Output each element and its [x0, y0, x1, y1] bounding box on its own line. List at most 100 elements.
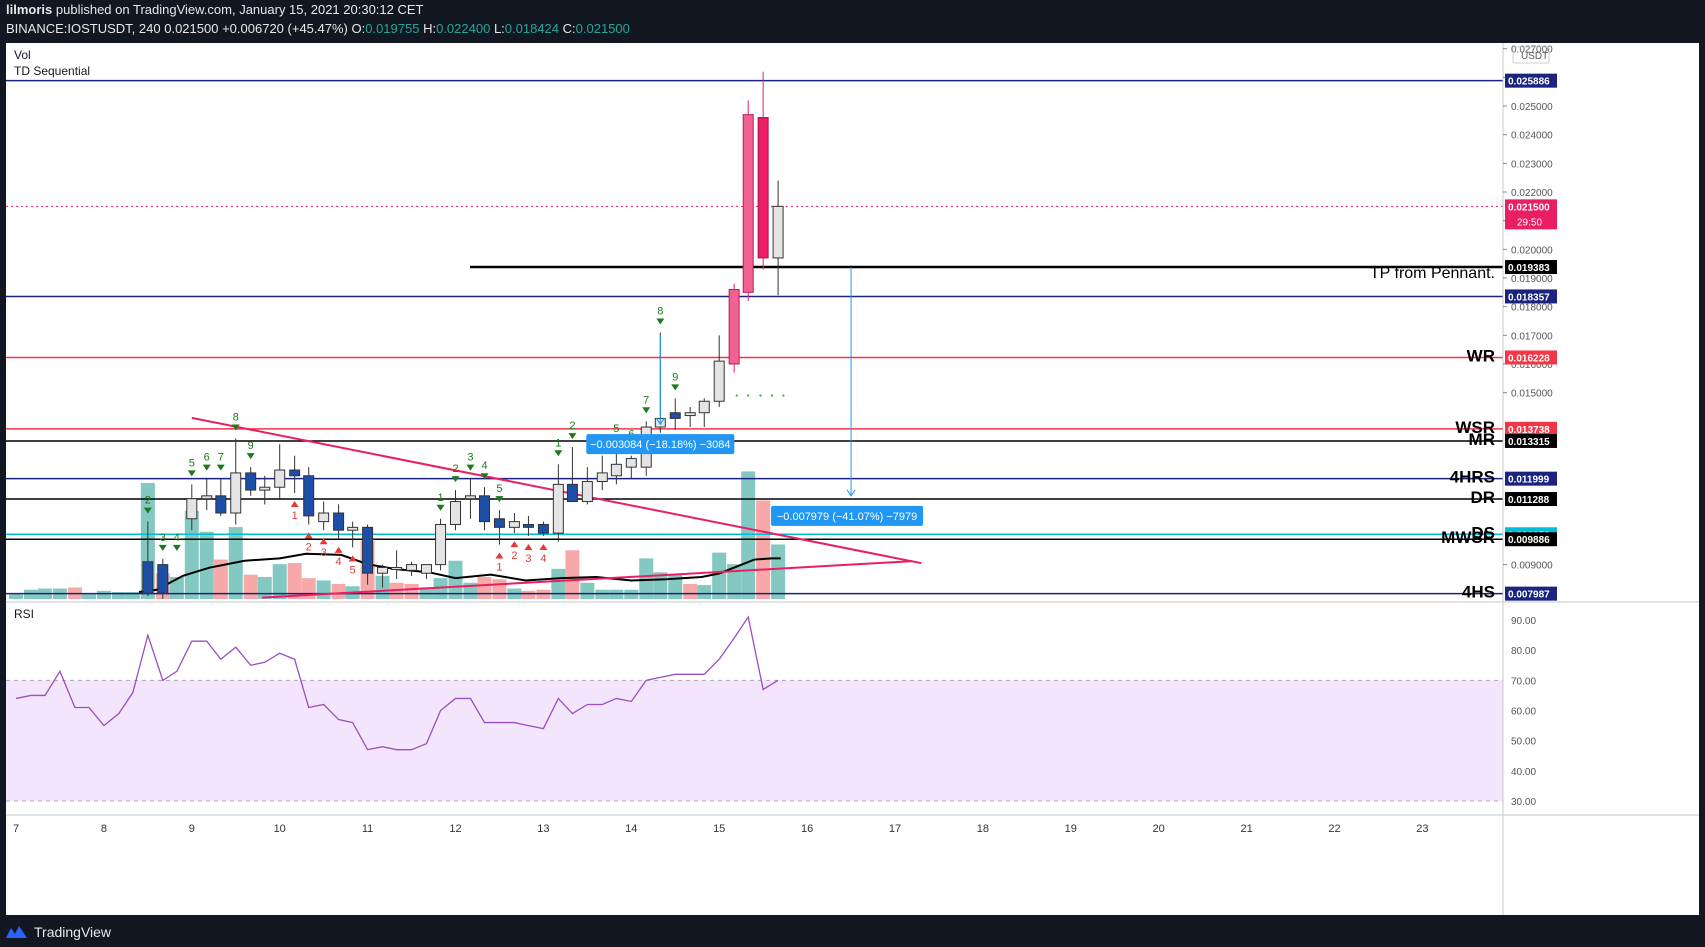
candle-body [215, 495, 227, 514]
price-tag-text: 0.016228 [1508, 353, 1550, 364]
change-value: +0.006720 (+45.47%) [222, 21, 348, 36]
level-label: DS [1471, 523, 1495, 542]
td-count: 1 [555, 437, 561, 449]
td-count: 3 [467, 452, 473, 464]
tradingview-logo-icon [6, 926, 27, 938]
price-tick: 0.015000 [1511, 389, 1553, 400]
td-count: 8 [657, 305, 663, 317]
volume-bar [697, 585, 712, 599]
td-count: 2 [452, 463, 458, 475]
td-sequential-label: TD Sequential [14, 64, 90, 78]
td-arrow-up [304, 532, 313, 539]
volume-bar [551, 568, 566, 599]
td-count: 1 [437, 492, 443, 504]
level-label: MR [1469, 430, 1495, 449]
volume-bar [199, 531, 214, 599]
candle-body [230, 472, 242, 514]
td-arrow-down [187, 470, 196, 477]
candle-body [610, 463, 622, 477]
rsi-tick: 30.00 [1511, 797, 1536, 808]
price-tag-text: 0.011999 [1508, 475, 1550, 486]
measure-arrowhead [846, 489, 856, 497]
time-tick: 7 [13, 823, 19, 835]
low-value: 0.018424 [504, 21, 560, 36]
chart-panel[interactable]: TP from Pennant. WR WSR MR 4HRS DR DS MWSR 4HS 2… [6, 43, 1699, 915]
candle-body [522, 523, 534, 528]
last-price-text: 0.021500 [1508, 202, 1550, 213]
td-arrow-down [158, 544, 167, 551]
volume-bar [331, 583, 346, 599]
td-count: 3 [160, 532, 166, 544]
td-arrow-down [231, 424, 240, 431]
time-tick: 19 [1065, 823, 1077, 835]
footer: TradingView [6, 919, 111, 945]
td-arrow-down [466, 464, 475, 471]
candle-body [377, 566, 389, 574]
candle-body [552, 483, 564, 534]
volume-bar [272, 564, 287, 599]
td-arrow-down [436, 504, 445, 511]
td-count: 4 [336, 556, 342, 568]
candle-body [259, 486, 271, 491]
setup-dot [735, 394, 738, 397]
price-tag [1505, 471, 1557, 486]
volume-bar [448, 560, 463, 599]
measure-label-box [586, 434, 735, 455]
price-tick: 0.009000 [1511, 561, 1553, 572]
setup-dot [759, 394, 762, 397]
high-value: 0.022400 [436, 21, 491, 36]
price-tag [1505, 421, 1557, 436]
candle-body [391, 566, 403, 570]
axes-layer: 0.009000 0.015000 0.016000 0.017000 0.018000… [6, 43, 1699, 915]
setup-dot [782, 394, 785, 397]
candles-layer [142, 71, 785, 599]
author-name: lilmoris [6, 2, 53, 17]
time-tick: 8 [101, 823, 107, 835]
td-count: 3 [321, 547, 327, 559]
td-arrow-down [554, 450, 563, 457]
price-tick: 0.025000 [1511, 102, 1553, 113]
rsi-tick: 70.00 [1511, 676, 1536, 687]
volume-bar [771, 544, 786, 599]
rsi-tick: 80.00 [1511, 646, 1536, 657]
price-tag-text: 0.013738 [1508, 425, 1550, 436]
td-count: 5 [613, 423, 619, 435]
td-count: 2 [511, 550, 517, 562]
volume-bar [683, 583, 698, 599]
td-arrow-down [451, 476, 460, 483]
last-price: 0.021500 [164, 21, 219, 36]
volume-layer [9, 471, 786, 599]
measure-label: −0.003084 (−18.18%) −3084 [590, 439, 730, 451]
candle-body [406, 564, 418, 571]
price-tick: 0.018000 [1511, 303, 1553, 314]
td-arrow-up [319, 538, 328, 545]
candle-body [303, 475, 315, 517]
rsi-tick: 40.00 [1511, 767, 1536, 778]
low-label: L: [493, 21, 505, 36]
price-tick: 0.024000 [1511, 131, 1553, 142]
candle-body [508, 521, 520, 528]
time-tick: 16 [801, 823, 813, 835]
candle-body [596, 472, 608, 482]
price-tick: 0.019000 [1511, 274, 1553, 285]
td-count: 6 [204, 452, 210, 464]
rsi-tick: 60.00 [1511, 707, 1536, 718]
time-tick: 14 [625, 823, 637, 835]
volume-bar [9, 594, 23, 599]
candle-body [713, 360, 725, 402]
volume-bar [741, 471, 756, 599]
price-tag-text: 0.025886 [1508, 77, 1550, 88]
candle-body [450, 501, 461, 525]
volume-pane-label: Vol [14, 48, 31, 62]
price-tick: 0.022000 [1511, 188, 1553, 199]
td-arrow-down [480, 473, 489, 480]
td-arrow-down [216, 464, 225, 471]
time-tick: 22 [1328, 823, 1340, 835]
volume-bar [712, 552, 727, 599]
candle-body [728, 288, 740, 365]
volume-bar [111, 592, 126, 599]
volume-bar [580, 582, 595, 599]
price-tag [1505, 350, 1557, 365]
td-arrow-up [539, 543, 548, 550]
